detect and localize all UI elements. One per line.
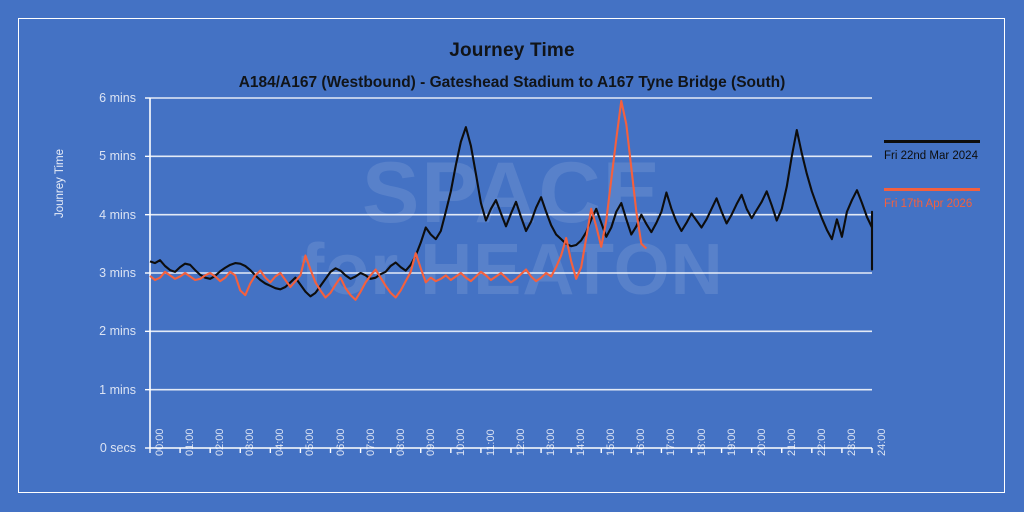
chart-subtitle: A184/A167 (Westbound) - Gateshead Stadiu… xyxy=(238,74,786,91)
y-tick-label: 1 mins xyxy=(99,382,136,397)
legend: Fri 22nd Mar 2024 Fri 17th Apr 2026 xyxy=(884,140,1004,236)
legend-swatch xyxy=(884,140,980,143)
chart-title: Journey Time xyxy=(449,40,575,61)
series-line xyxy=(149,126,874,298)
data-series-layer xyxy=(149,99,874,301)
y-tick-label: 2 mins xyxy=(99,324,136,339)
legend-label: Fri 22nd Mar 2024 xyxy=(884,150,978,162)
y-tick-label: 5 mins xyxy=(99,149,136,164)
legend-label: Fri 17th Apr 2026 xyxy=(884,198,973,210)
y-tick-label: 3 mins xyxy=(99,266,136,280)
gridlines xyxy=(150,97,872,391)
y-tick-label: 6 mins xyxy=(99,91,136,105)
y-tick-label: 0 secs xyxy=(99,441,136,455)
legend-swatch xyxy=(884,188,980,191)
series-line xyxy=(149,99,648,301)
y-axis-tick-labels: 0 secs 1 mins 2 mins 3 mins 4 mins 5 mins 6 mi… xyxy=(0,0,144,512)
outer-border xyxy=(18,18,1005,493)
legend-entry[interactable]: Fri 22nd Mar 2024 xyxy=(884,140,1004,162)
axis-ticks xyxy=(145,97,873,453)
y-tick-label: 4 mins xyxy=(99,207,136,222)
legend-entry[interactable]: Fri 17th Apr 2026 xyxy=(884,188,1004,210)
